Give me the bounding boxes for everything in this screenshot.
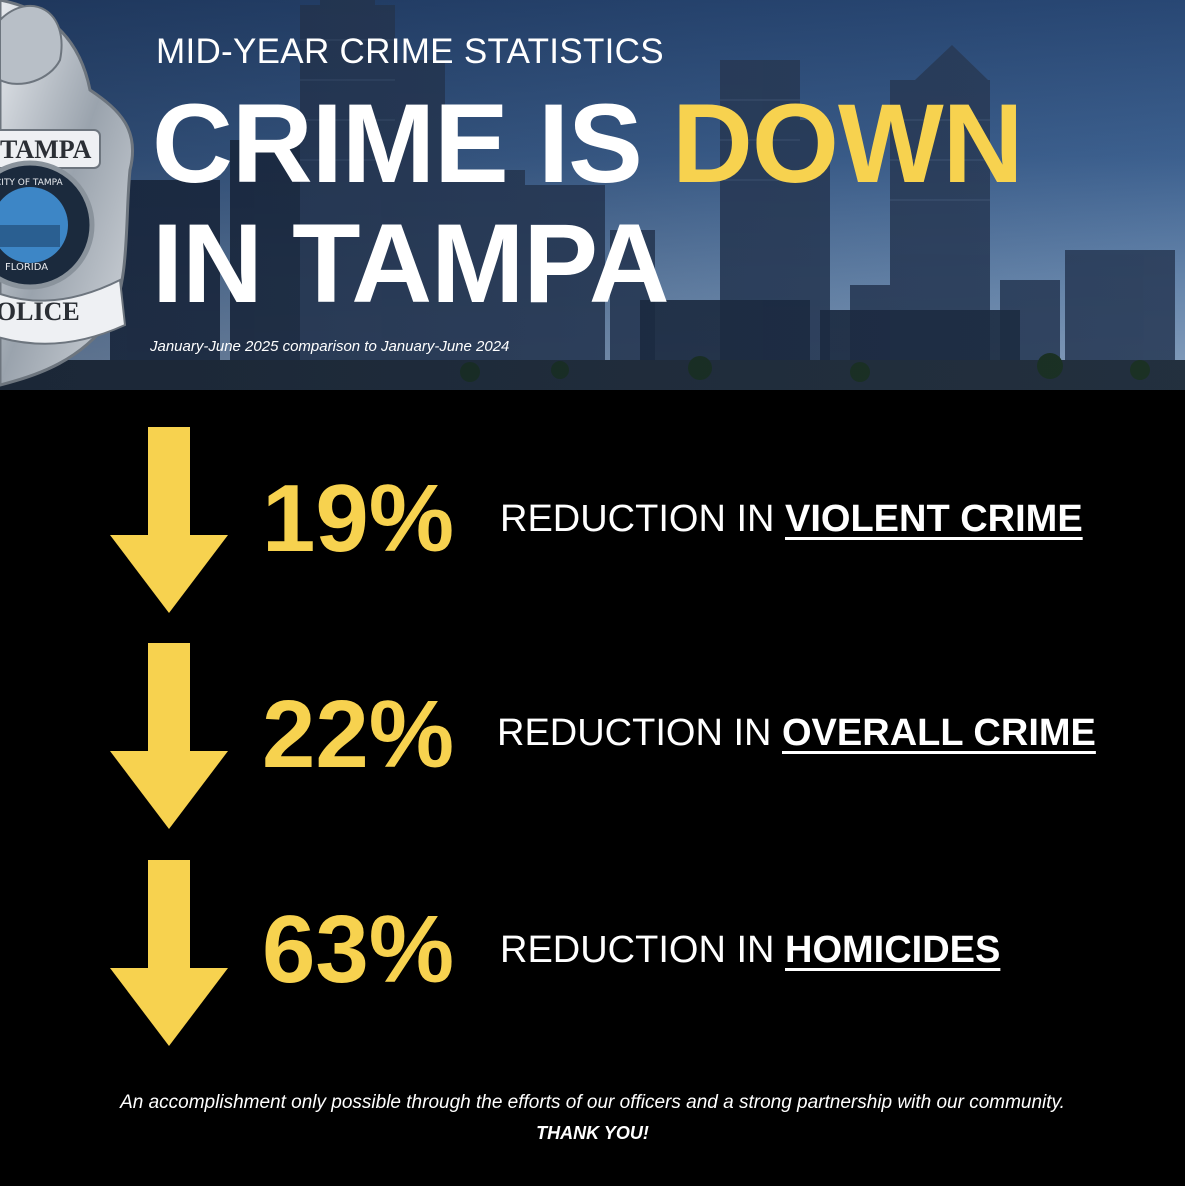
badge-lower-text: FLORIDA <box>5 262 48 273</box>
stat-overall-crime: 22% REDUCTION IN OVERALL CRIME <box>0 643 1185 843</box>
stat-prefix: REDUCTION IN <box>500 498 785 540</box>
eyebrow-title: MID-YEAR CRIME STATISTICS <box>156 32 664 71</box>
footer-message: An accomplishment only possible through … <box>120 1092 1065 1113</box>
stat-violent-crime: 19% REDUCTION IN VIOLENT CRIME <box>0 427 1185 627</box>
headline-highlight: DOWN <box>671 81 1024 206</box>
footer: An accomplishment only possible through … <box>0 1088 1185 1148</box>
headline: CRIME IS DOWN IN TAMPA <box>152 88 1024 326</box>
police-badge-icon: TAMPA CITY OF TAMPA FLORIDA POLICE <box>0 0 135 387</box>
city-skyline <box>0 0 1185 390</box>
arrow-down-icon <box>110 860 228 1046</box>
stat-percent: 19% <box>262 465 455 572</box>
stat-description: REDUCTION IN HOMICIDES <box>500 928 1000 972</box>
stat-percent: 22% <box>262 681 455 788</box>
hero-banner: TAMPA CITY OF TAMPA FLORIDA POLICE MID-Y… <box>0 0 1185 390</box>
arrow-down-icon <box>110 643 228 829</box>
stat-description: REDUCTION IN OVERALL CRIME <box>497 711 1096 755</box>
headline-part1: CRIME IS <box>152 81 672 206</box>
headline-line2: IN TAMPA <box>152 201 670 326</box>
stat-prefix: REDUCTION IN <box>500 929 785 971</box>
stat-percent: 63% <box>262 896 455 1003</box>
footer-thanks: THANK YOU! <box>536 1123 649 1143</box>
stat-subject: HOMICIDES <box>785 929 1001 971</box>
stat-subject: VIOLENT CRIME <box>785 498 1083 540</box>
badge-inner-text: CITY OF TAMPA <box>0 178 63 188</box>
hero-shade <box>0 0 1185 390</box>
stat-homicides: 63% REDUCTION IN HOMICIDES <box>0 860 1185 1060</box>
stat-prefix: REDUCTION IN <box>497 712 782 754</box>
stat-description: REDUCTION IN VIOLENT CRIME <box>500 497 1083 541</box>
badge-bottom-text: POLICE <box>0 297 80 326</box>
badge-top-text: TAMPA <box>0 135 92 164</box>
arrow-down-icon <box>110 427 228 613</box>
subtitle: January-June 2025 comparison to January-… <box>150 338 510 355</box>
stat-subject: OVERALL CRIME <box>782 712 1096 754</box>
